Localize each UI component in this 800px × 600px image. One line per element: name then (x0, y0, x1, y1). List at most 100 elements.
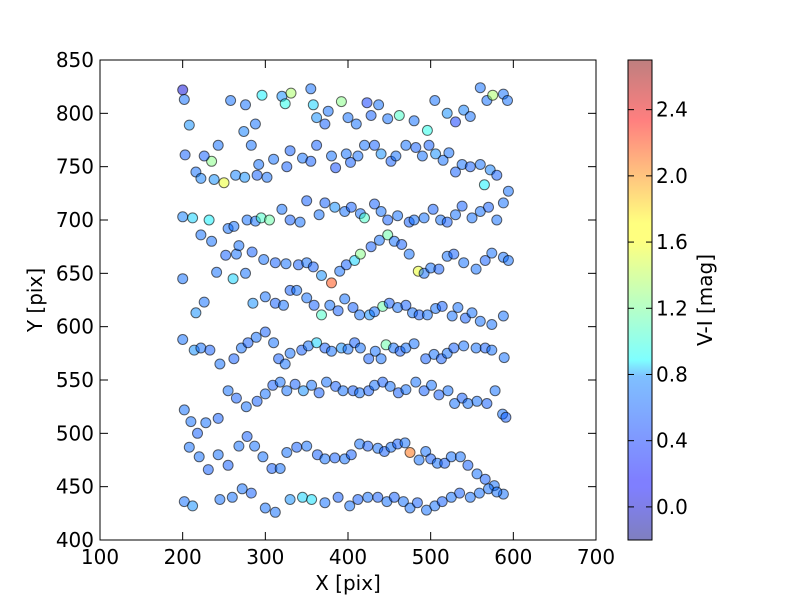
data-point (437, 154, 449, 166)
data-point (382, 229, 394, 241)
data-point (392, 210, 404, 222)
data-point (218, 177, 230, 189)
data-point (212, 139, 224, 151)
data-point (276, 203, 288, 215)
data-point (400, 384, 412, 396)
data-point (329, 452, 341, 464)
data-point (319, 453, 331, 465)
data-point (222, 385, 234, 397)
data-point (208, 174, 220, 185)
data-point (280, 258, 292, 270)
data-point (365, 110, 377, 121)
data-point (458, 257, 470, 269)
data-point (228, 353, 240, 365)
data-point (487, 89, 499, 101)
data-point (483, 201, 494, 213)
data-point (372, 491, 384, 503)
data-point (250, 331, 262, 343)
colorbar-label: V-I [mag] (693, 254, 717, 346)
data-point (316, 270, 327, 281)
data-point (200, 417, 212, 429)
data-point (454, 451, 466, 463)
data-point (257, 451, 269, 463)
data-point (408, 214, 420, 226)
data-point (177, 273, 189, 285)
data-point (474, 159, 486, 170)
data-point (502, 255, 514, 266)
data-point (479, 255, 491, 266)
data-point (204, 344, 216, 356)
data-point (470, 263, 482, 275)
data-point (279, 98, 291, 110)
data-point (289, 378, 301, 390)
data-point (239, 171, 251, 183)
y-tick-label: 550 (56, 368, 94, 392)
data-point (441, 216, 453, 228)
data-point (456, 200, 468, 212)
data-point (462, 398, 474, 409)
data-point (301, 195, 313, 207)
data-point (439, 457, 451, 469)
data-point (203, 214, 215, 226)
data-point (337, 385, 349, 397)
data-point (445, 451, 457, 463)
data-point (301, 440, 313, 452)
data-point (285, 87, 297, 99)
data-point (413, 454, 425, 466)
data-point (436, 496, 448, 508)
data-point (259, 388, 271, 400)
data-point (474, 82, 486, 94)
data-point (240, 267, 251, 279)
data-point (214, 494, 226, 505)
data-point (486, 247, 498, 259)
data-point (410, 142, 422, 153)
data-point (411, 497, 423, 509)
data-point (214, 358, 226, 370)
data-point (452, 302, 464, 313)
x-tick-label: 500 (412, 545, 450, 569)
data-point (281, 447, 293, 458)
colorbar-gradient (628, 60, 652, 540)
data-point (177, 211, 189, 223)
data-point (319, 497, 331, 509)
colorbar-tick-label: 1.6 (656, 230, 688, 254)
data-point (301, 292, 313, 304)
x-tick-label: 700 (577, 545, 615, 569)
data-point (251, 169, 263, 181)
data-point (274, 463, 286, 474)
data-point (326, 277, 337, 289)
data-point (404, 447, 416, 458)
colorbar-tick-label: 1.2 (656, 296, 688, 320)
data-point (354, 387, 366, 399)
data-point (354, 248, 366, 260)
data-point (183, 441, 195, 453)
data-point (294, 216, 306, 228)
data-point (393, 110, 405, 121)
data-point (344, 500, 356, 512)
data-point (268, 153, 280, 165)
y-tick-label: 500 (56, 421, 94, 445)
axes: 100 200 300 400 500 600 700 400 450 500 550 600 650 7… (56, 48, 615, 569)
data-point (388, 491, 400, 503)
data-point (345, 449, 357, 461)
data-point (404, 502, 416, 514)
colorbar-tick-label: 2.4 (656, 98, 688, 122)
data-point (212, 449, 224, 461)
data-point (230, 392, 242, 404)
data-point (416, 150, 428, 162)
data-point (464, 161, 476, 173)
colorbar-ticks: 0.0 0.4 0.8 1.2 1.6 2.0 2.4 (628, 98, 688, 519)
y-axis-label: Y [pix] (23, 268, 47, 333)
data-point (228, 220, 240, 232)
data-point (449, 398, 461, 409)
data-point (220, 249, 232, 261)
data-point (307, 99, 319, 111)
data-point (399, 437, 411, 449)
data-point (251, 395, 263, 407)
data-point (491, 214, 503, 226)
data-point (359, 212, 370, 224)
data-point (382, 214, 394, 226)
data-point (342, 343, 354, 355)
data-point (279, 358, 291, 370)
data-point (362, 440, 374, 452)
